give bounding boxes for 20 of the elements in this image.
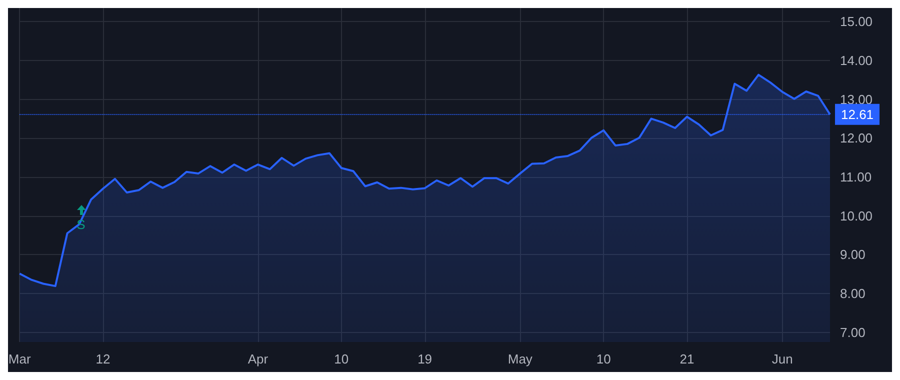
x-tick-label: 10 bbox=[596, 352, 611, 366]
x-tick-label: Apr bbox=[248, 352, 269, 366]
y-tick-label: 7.00 bbox=[840, 324, 866, 340]
x-tick-label: Jun bbox=[772, 352, 793, 366]
y-tick-label: 12.00 bbox=[840, 130, 873, 146]
x-tick-label: 10 bbox=[334, 352, 349, 366]
y-tick-label: 14.00 bbox=[840, 52, 873, 68]
x-tick-label: 19 bbox=[418, 352, 432, 366]
y-tick-label: 13.00 bbox=[840, 92, 873, 107]
x-tick-label: May bbox=[508, 352, 533, 366]
y-tick-label: 9.00 bbox=[840, 247, 866, 262]
y-tick-label: 10.00 bbox=[840, 208, 873, 224]
annotation: S bbox=[76, 217, 86, 232]
ref-line-label: 12.61 bbox=[841, 106, 874, 122]
x-tick-label: 21 bbox=[680, 352, 694, 366]
x-tick-label: 12 bbox=[96, 352, 110, 366]
y-tick-label: 15.00 bbox=[840, 14, 873, 30]
x-tick-label: Mar bbox=[8, 352, 32, 366]
y-tick-label: 8.00 bbox=[840, 286, 866, 301]
y-tick-label: 11.00 bbox=[840, 169, 872, 184]
